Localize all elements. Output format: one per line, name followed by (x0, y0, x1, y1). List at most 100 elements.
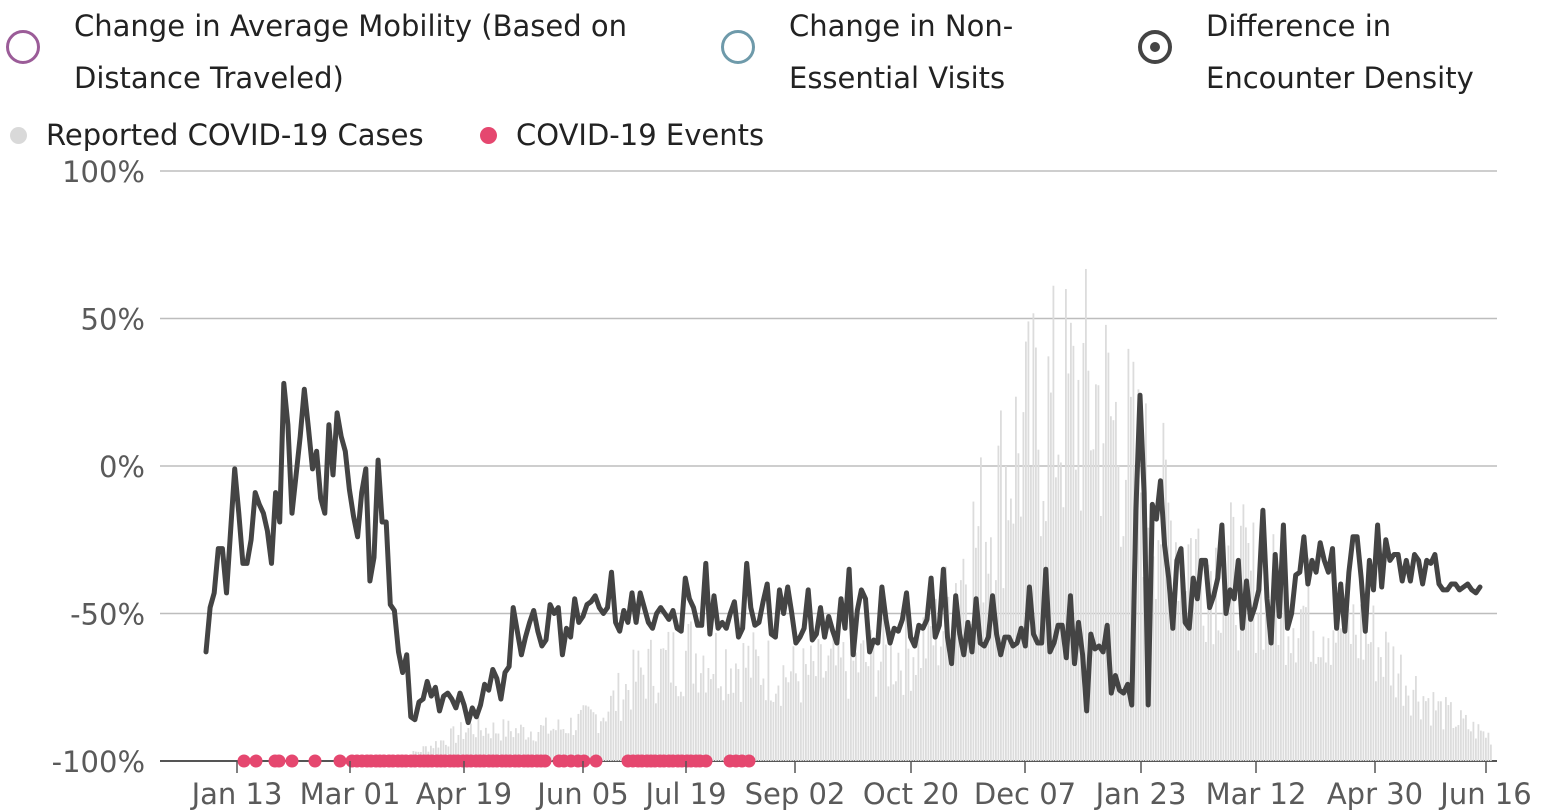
case-bar (1470, 731, 1472, 761)
case-bar (447, 746, 450, 761)
case-bar (780, 705, 782, 761)
y-tick-label: 100% (62, 155, 145, 189)
case-bar (442, 740, 445, 761)
case-bar (1085, 268, 1087, 761)
case-bar (1260, 570, 1262, 761)
case-bar (487, 733, 490, 761)
case-bar (647, 648, 650, 761)
case-bar (485, 727, 487, 761)
case-bar (760, 684, 762, 761)
radio-icon[interactable] (721, 30, 755, 64)
case-bar (1130, 396, 1132, 761)
case-bar (1047, 356, 1050, 761)
case-bar (1170, 520, 1172, 761)
case-bar (1177, 600, 1180, 761)
case-bar (1322, 636, 1325, 761)
case-bar (762, 678, 765, 761)
case-bar (555, 730, 557, 761)
case-bar (702, 655, 705, 761)
case-bar (1065, 289, 1067, 761)
case-bar (777, 685, 780, 761)
case-bar (602, 717, 605, 761)
case-bar (550, 730, 552, 761)
case-bar (490, 738, 492, 761)
case-bar (687, 623, 690, 761)
case-bar (765, 700, 767, 761)
case-bar (1250, 570, 1252, 761)
case-bar (607, 711, 610, 761)
radio-icon[interactable] (6, 30, 40, 64)
legend-option-encounter-density[interactable]: Difference in Encounter Density (1138, 0, 1474, 104)
legend-option-average-mobility[interactable]: Change in Average Mobility (Based on Dis… (6, 0, 627, 104)
case-bar (1045, 521, 1047, 761)
case-bar (1277, 644, 1280, 761)
case-bar (737, 669, 740, 761)
case-bar (962, 558, 965, 761)
case-bar (475, 737, 477, 761)
case-bar (1472, 721, 1475, 761)
legend-reported-cases[interactable]: Reported COVID-19 Cases (10, 118, 424, 152)
case-bar (840, 657, 842, 761)
case-bar (837, 631, 840, 761)
event-dot (699, 754, 713, 768)
case-bar (1015, 396, 1017, 761)
case-bar (920, 668, 922, 761)
case-bar (1305, 607, 1307, 761)
case-bar (1292, 628, 1295, 761)
radio-selected-icon[interactable] (1138, 30, 1172, 64)
case-bar (832, 638, 835, 761)
case-bar (445, 744, 447, 761)
case-bar (1327, 638, 1330, 761)
case-bar (805, 664, 807, 761)
case-bar (1437, 701, 1440, 761)
case-bar (880, 661, 882, 761)
case-bar (507, 720, 510, 761)
case-bar (727, 693, 730, 761)
event-dot (272, 754, 286, 768)
case-bar (787, 682, 790, 761)
case-bar (902, 694, 905, 761)
case-bar (1035, 347, 1037, 761)
case-bar (450, 728, 452, 761)
case-bar (657, 692, 660, 761)
case-bar (1115, 401, 1117, 761)
case-bar (1390, 685, 1392, 761)
legend-option-non-essential-visits[interactable]: Change in Non- Essential Visits (721, 0, 1013, 104)
case-bar (1430, 725, 1432, 761)
case-bar (997, 445, 1000, 761)
event-dot (589, 754, 603, 768)
case-bar (482, 735, 485, 761)
legend-label-line2: Encounter Density (1206, 61, 1474, 95)
case-bar (1157, 540, 1160, 761)
case-bar (1425, 701, 1427, 761)
case-bar (1220, 632, 1222, 761)
case-bar (1380, 657, 1382, 761)
case-bar (1487, 732, 1490, 761)
case-bar (1370, 642, 1372, 761)
case-bar (452, 726, 455, 761)
case-bar (722, 700, 725, 761)
case-bar (1210, 571, 1212, 761)
case-bar (1175, 542, 1177, 761)
event-dot (538, 754, 552, 768)
case-bar (1395, 697, 1397, 761)
case-bar (1040, 536, 1042, 761)
case-bar (617, 672, 620, 761)
case-bar (455, 742, 457, 761)
case-bar (907, 648, 910, 761)
legend-covid-events[interactable]: COVID-19 Events (480, 118, 764, 152)
case-bar (582, 705, 585, 761)
case-bar (1435, 710, 1437, 761)
case-bar (1117, 465, 1120, 761)
case-bar (462, 738, 465, 761)
event-dot (742, 754, 756, 768)
case-bar (425, 746, 427, 761)
case-bar (855, 652, 857, 761)
case-bar (935, 598, 937, 761)
case-bar (1122, 536, 1125, 761)
case-bar (1202, 625, 1205, 761)
case-bar (1397, 673, 1400, 761)
case-bar (1360, 604, 1362, 761)
case-bar (552, 728, 555, 761)
case-bar (1400, 654, 1402, 761)
